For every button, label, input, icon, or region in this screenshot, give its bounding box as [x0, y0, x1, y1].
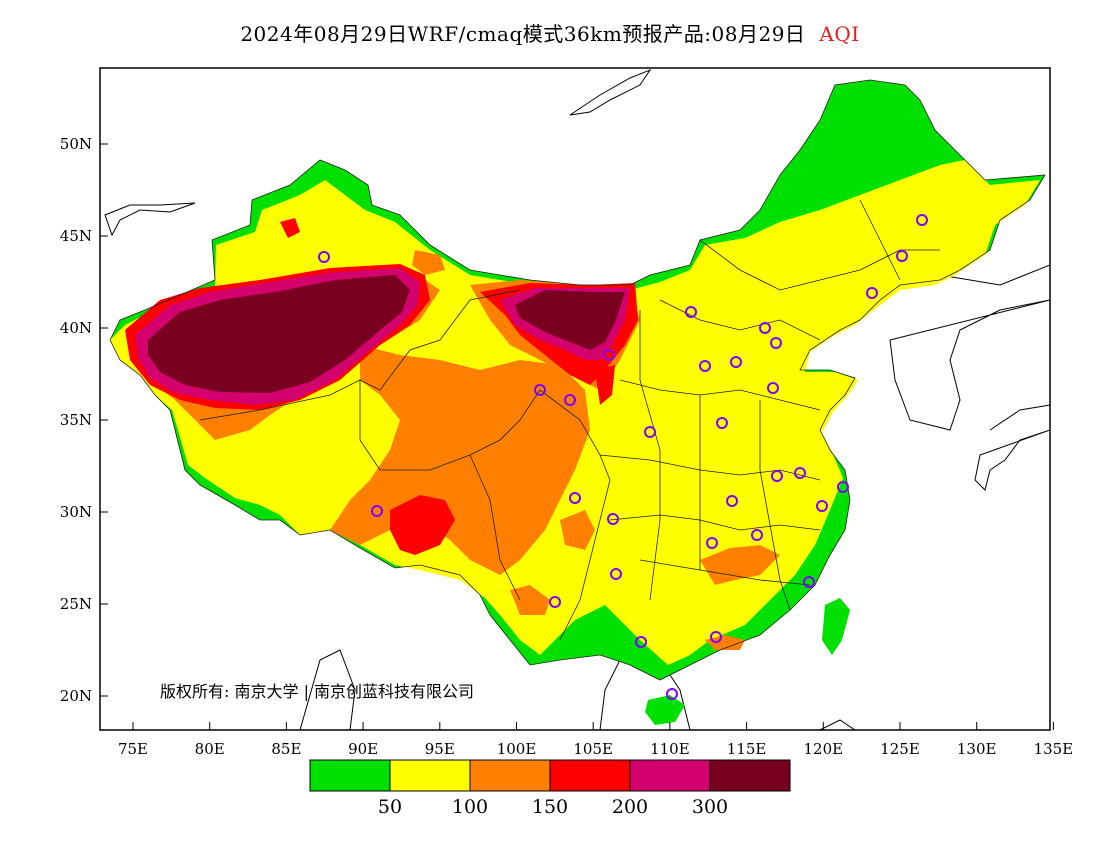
y-tick-label: 40N	[60, 319, 92, 337]
colorbar-swatch	[469, 759, 551, 792]
x-tick-label: 125E	[880, 740, 920, 758]
colorbar-swatch	[309, 759, 391, 792]
y-tick-label: 25N	[60, 595, 92, 613]
station-marker	[759, 322, 771, 334]
station-marker	[866, 287, 878, 299]
colorbar-label: 150	[532, 796, 568, 818]
station-marker	[699, 360, 711, 372]
station-marker	[610, 568, 622, 580]
x-tick-label: 95E	[425, 740, 455, 758]
station-marker	[706, 537, 718, 549]
station-marker	[767, 382, 779, 394]
x-tick-label: 90E	[348, 740, 378, 758]
station-marker	[534, 384, 546, 396]
station-marker	[710, 631, 722, 643]
title-main: 2024年08月29日WRF/cmaq模式36km预报产品:08月29日	[240, 22, 806, 46]
map-area: 版权所有: 南京大学 | 南京创蓝科技有限公司	[104, 68, 1050, 730]
colorbar-swatch	[629, 759, 711, 792]
station-marker	[644, 426, 656, 438]
colorbar-swatch	[709, 759, 791, 792]
colorbar-swatch	[549, 759, 631, 792]
station-marker	[564, 394, 576, 406]
station-marker	[837, 481, 849, 493]
station-marker	[896, 250, 908, 262]
station-marker	[371, 505, 383, 517]
y-tick-label: 45N	[60, 227, 92, 245]
station-marker	[803, 576, 815, 588]
station-marker	[751, 529, 763, 541]
colorbar-label: 50	[378, 796, 402, 818]
station-marker	[685, 306, 697, 318]
station-marker	[716, 417, 728, 429]
station-marker	[770, 337, 782, 349]
station-marker	[603, 349, 615, 361]
station-markers	[318, 214, 928, 700]
y-tick-label: 50N	[60, 135, 92, 153]
y-tick-label: 30N	[60, 503, 92, 521]
colorbar-label: 100	[452, 796, 488, 818]
x-tick-label: 135E	[1034, 740, 1074, 758]
map-title: 2024年08月29日WRF/cmaq模式36km预报产品:08月29日 AQI	[0, 18, 1100, 47]
station-marker	[916, 214, 928, 226]
map-frame	[99, 67, 1051, 731]
station-marker	[730, 356, 742, 368]
x-tick-label: 100E	[497, 740, 537, 758]
title-variable: AQI	[819, 22, 860, 46]
station-marker	[794, 467, 806, 479]
x-tick-label: 75E	[118, 740, 148, 758]
station-marker	[318, 251, 330, 263]
x-tick-label: 85E	[271, 740, 301, 758]
x-tick-label: 105E	[573, 740, 613, 758]
x-tick-label: 120E	[804, 740, 844, 758]
x-tick-label: 80E	[195, 740, 225, 758]
station-marker	[816, 500, 828, 512]
x-tick-label: 130E	[957, 740, 997, 758]
axis-ticks: 75E 80E 85E 90E 95E 100E 105E 110E 115E 120E 125E 1…	[60, 135, 1073, 758]
x-tick-label: 115E	[727, 740, 767, 758]
y-tick-label: 20N	[60, 687, 92, 705]
station-marker	[549, 596, 561, 608]
station-marker	[771, 470, 783, 482]
y-tick-label: 35N	[60, 411, 92, 429]
station-marker	[666, 688, 678, 700]
colorbar-label: 300	[692, 796, 728, 818]
colorbar: 50 100 150 200 300	[309, 759, 791, 818]
station-marker	[607, 513, 619, 525]
colorbar-label: 200	[612, 796, 648, 818]
x-tick-label: 110E	[650, 740, 690, 758]
station-marker	[635, 636, 647, 648]
aqi-fill	[110, 80, 1045, 725]
station-marker	[726, 495, 738, 507]
copyright-text: 版权所有: 南京大学 | 南京创蓝科技有限公司	[160, 682, 474, 701]
province-boundaries	[109, 79, 1046, 681]
station-marker	[569, 492, 581, 504]
colorbar-swatch	[389, 759, 471, 792]
